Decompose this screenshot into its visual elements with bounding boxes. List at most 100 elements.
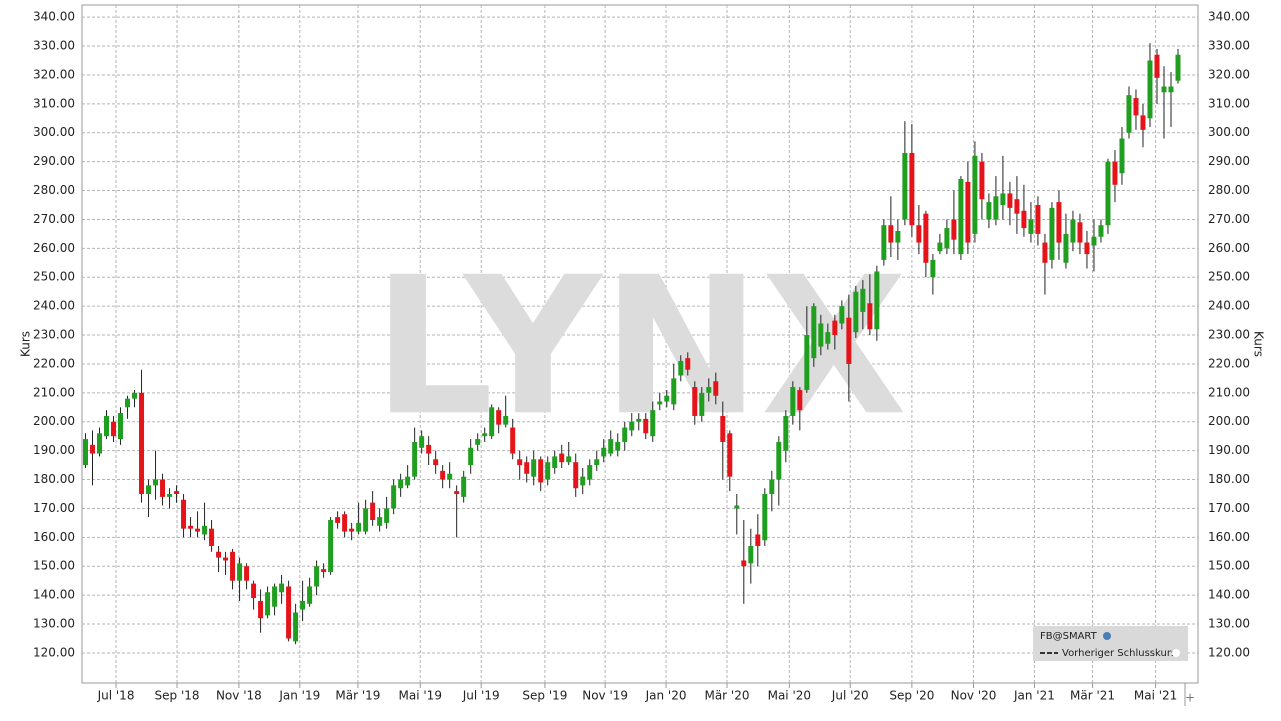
candle-body bbox=[1119, 138, 1125, 174]
candle-body bbox=[846, 317, 852, 364]
candle-body bbox=[1140, 115, 1146, 130]
candle-body bbox=[104, 415, 110, 437]
candle-body bbox=[993, 196, 999, 220]
candle-body bbox=[1021, 210, 1027, 229]
candle-body bbox=[1063, 233, 1069, 263]
candle-body bbox=[524, 462, 530, 474]
candle-body bbox=[783, 415, 789, 451]
scroll-icon[interactable]: + bbox=[1185, 691, 1195, 705]
y-tick-label: 120.00 bbox=[33, 645, 75, 659]
candle-body bbox=[797, 389, 803, 411]
candle-body bbox=[475, 439, 481, 445]
y-tick-label: 290.00 bbox=[33, 154, 75, 168]
candle-body bbox=[237, 563, 243, 581]
candle-body bbox=[930, 259, 936, 278]
candle-body bbox=[1014, 199, 1020, 214]
candle-body bbox=[909, 152, 915, 226]
candle-body bbox=[636, 418, 642, 422]
candle-body bbox=[167, 493, 173, 497]
y-tick-label: 200.00 bbox=[33, 414, 75, 428]
candle-body bbox=[90, 444, 96, 454]
candle-body bbox=[405, 476, 411, 486]
candle-body bbox=[321, 569, 327, 573]
candle-body bbox=[762, 493, 768, 541]
candle-body bbox=[447, 473, 453, 480]
candle-body bbox=[566, 456, 572, 463]
y-axis-label: Kurs bbox=[19, 331, 33, 357]
plot-area bbox=[81, 4, 1199, 684]
candle-body bbox=[195, 528, 201, 532]
x-tick-label: Mär '21 bbox=[1070, 689, 1115, 703]
candle-body bbox=[594, 459, 600, 466]
candle-body bbox=[244, 566, 250, 581]
x-tick-label: Nov '20 bbox=[951, 689, 997, 703]
candle-body bbox=[412, 441, 418, 477]
legend-icon bbox=[1172, 649, 1180, 657]
candle-body bbox=[398, 479, 404, 489]
candle-body bbox=[713, 381, 719, 396]
candle-body bbox=[755, 534, 761, 547]
candle-body bbox=[741, 560, 747, 567]
candle-body bbox=[727, 433, 733, 477]
x-tick-label: Mär '19 bbox=[335, 689, 380, 703]
candle-body bbox=[468, 447, 474, 466]
candle-body bbox=[328, 520, 334, 573]
x-tick-label: Jan '20 bbox=[645, 689, 687, 703]
candle-body bbox=[769, 479, 775, 494]
candle-body bbox=[664, 395, 670, 402]
y-tick-label: 250.00 bbox=[33, 270, 75, 284]
y2-tick-label: 290.00 bbox=[1208, 154, 1250, 168]
candle-body bbox=[951, 219, 957, 240]
candle-body bbox=[419, 436, 425, 448]
candle-body bbox=[643, 418, 649, 434]
candle-body bbox=[384, 508, 390, 523]
y2-tick-label: 160.00 bbox=[1208, 530, 1250, 544]
candle-body bbox=[433, 459, 439, 466]
candle-body bbox=[818, 323, 824, 347]
y2-tick-label: 330.00 bbox=[1208, 39, 1250, 53]
candle-body bbox=[895, 231, 901, 243]
candle-body bbox=[650, 410, 656, 437]
candle-body bbox=[629, 421, 635, 431]
candle-body bbox=[587, 465, 593, 480]
candle-body bbox=[706, 387, 712, 393]
candle-body bbox=[559, 453, 565, 463]
y2-tick-label: 130.00 bbox=[1208, 617, 1250, 631]
candle-body bbox=[545, 462, 551, 480]
candle-body bbox=[867, 303, 873, 330]
y-tick-label: 300.00 bbox=[33, 125, 75, 139]
x-tick-label: Sep '19 bbox=[522, 689, 567, 703]
y-tick-label: 190.00 bbox=[33, 443, 75, 457]
y2-tick-label: 240.00 bbox=[1208, 299, 1250, 313]
candle-body bbox=[216, 551, 222, 558]
candle-body bbox=[839, 306, 845, 324]
candle-body bbox=[692, 387, 698, 416]
candle-body bbox=[986, 202, 992, 220]
candle-body bbox=[573, 462, 579, 489]
y-tick-label: 130.00 bbox=[33, 617, 75, 631]
candle-body bbox=[440, 470, 446, 480]
candle-body bbox=[230, 551, 236, 581]
candle-body bbox=[1077, 222, 1083, 243]
y-tick-label: 310.00 bbox=[33, 96, 75, 110]
candle-body bbox=[83, 439, 89, 466]
y-tick-label: 170.00 bbox=[33, 501, 75, 515]
y-tick-label: 160.00 bbox=[33, 530, 75, 544]
candle-body bbox=[125, 398, 131, 408]
candle-body bbox=[426, 444, 432, 454]
candle-body bbox=[776, 441, 782, 480]
candle-body bbox=[272, 586, 278, 607]
candle-body bbox=[601, 447, 607, 457]
candle-body bbox=[1028, 219, 1034, 234]
candle-body bbox=[888, 225, 894, 243]
candle-body bbox=[1042, 242, 1048, 263]
candle-body bbox=[335, 517, 341, 523]
candle-body bbox=[181, 499, 187, 529]
candle-body bbox=[160, 479, 166, 497]
candle-body bbox=[678, 361, 684, 376]
candle-body bbox=[881, 225, 887, 260]
candle-body bbox=[314, 566, 320, 587]
candle-body bbox=[97, 433, 103, 454]
candle-body bbox=[461, 476, 467, 497]
candle-body bbox=[615, 441, 621, 451]
